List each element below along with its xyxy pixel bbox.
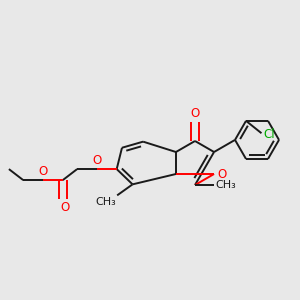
Text: CH₃: CH₃ [216,180,236,190]
Text: O: O [92,154,101,167]
Text: CH₃: CH₃ [95,197,116,207]
Text: O: O [217,169,226,182]
Text: O: O [190,107,200,120]
Text: O: O [60,201,69,214]
Text: O: O [38,165,48,178]
Text: Cl: Cl [263,128,275,141]
